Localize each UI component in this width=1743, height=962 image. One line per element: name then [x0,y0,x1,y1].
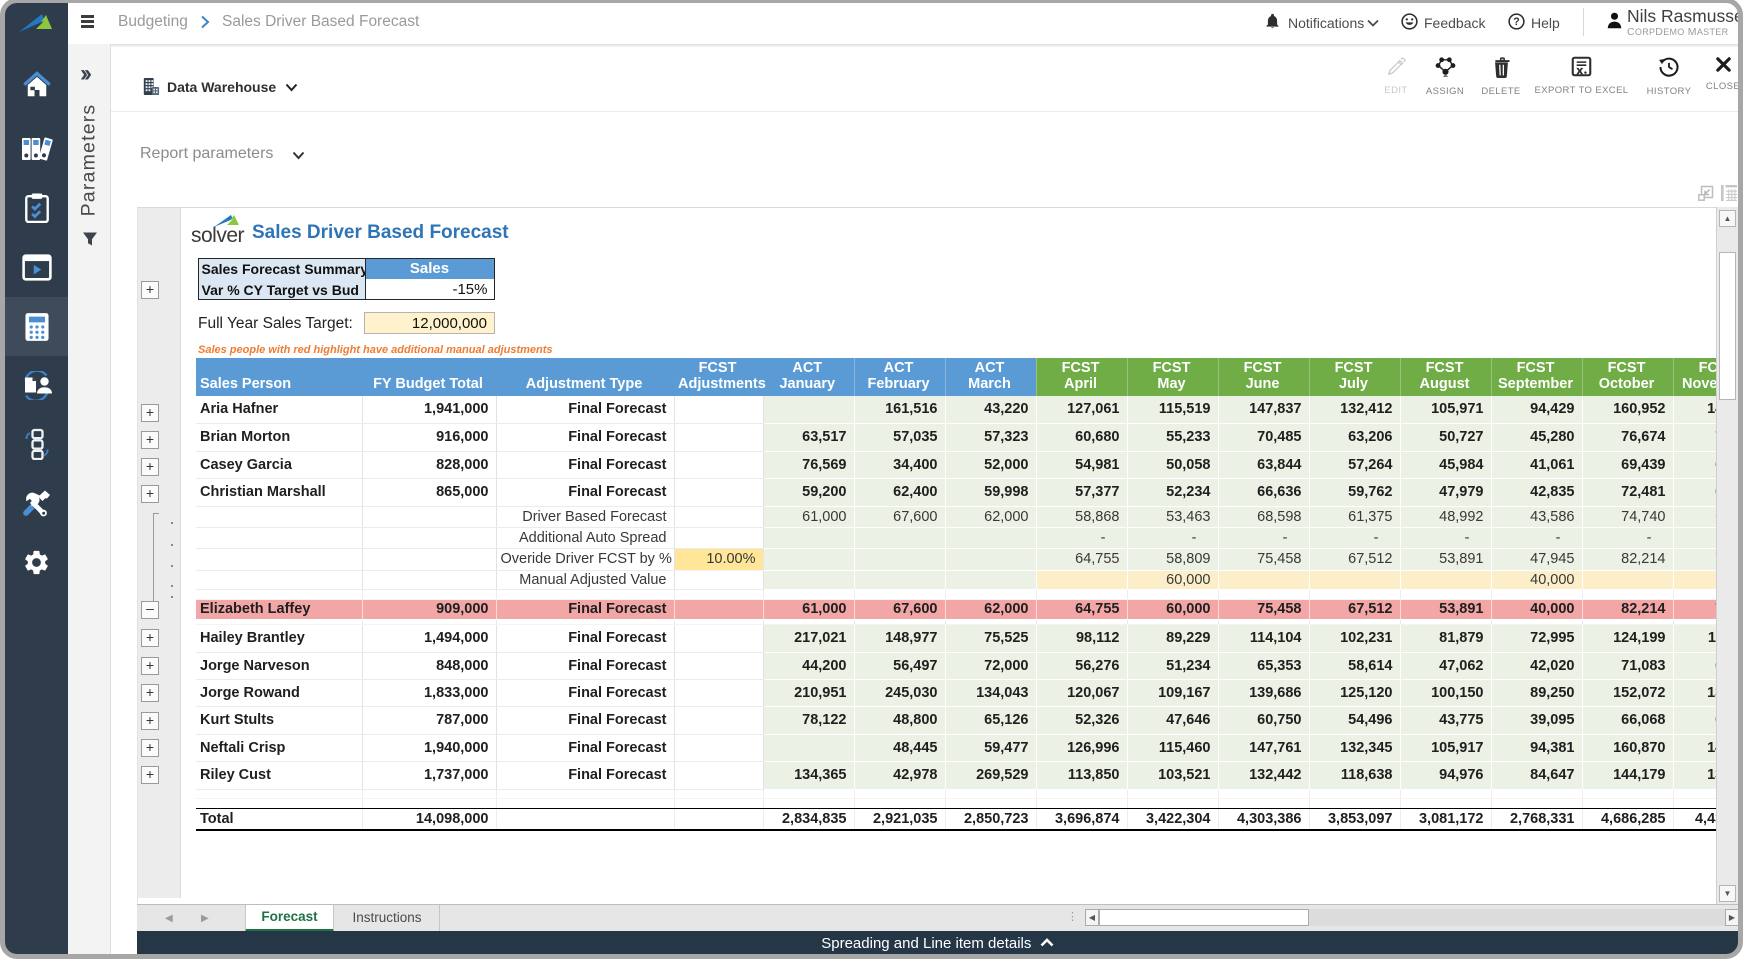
svg-text:?: ? [1513,16,1519,28]
